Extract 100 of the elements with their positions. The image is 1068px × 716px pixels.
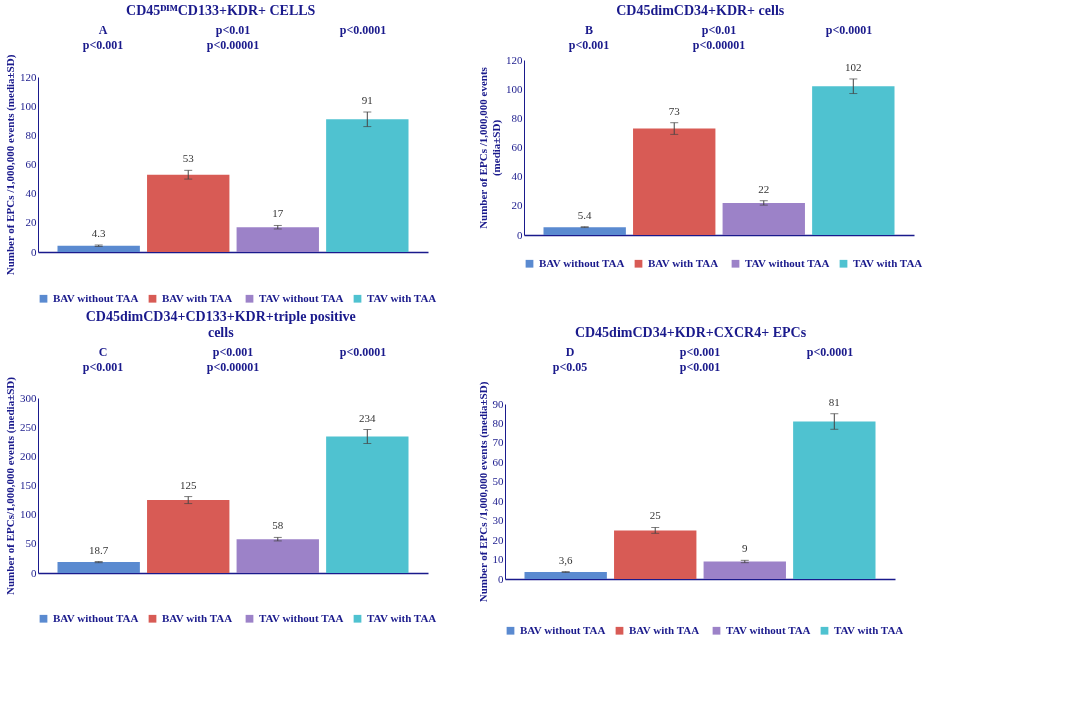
data-label: 81 [828, 395, 840, 408]
text: p<0.001 [568, 37, 610, 52]
legend-label: BAV without TAA [520, 623, 606, 636]
legend-label: BAV with TAA [648, 256, 719, 269]
legend-label: BAV without TAA [53, 611, 139, 624]
text: p<0.0001 [339, 344, 387, 359]
y-tick-label: 20 [492, 533, 504, 546]
text: p<0.00001 [692, 37, 746, 52]
bar [236, 227, 319, 252]
text: p<0.001 [679, 344, 721, 359]
y-tick-label: 40 [511, 170, 523, 183]
y-tick-label: 0 [517, 228, 523, 241]
data-label: 3,6 [558, 553, 574, 566]
text: p<0.001 [679, 359, 721, 374]
y-tick-label: 0 [31, 245, 37, 258]
y-axis-title: Number of EPCs /1,000,000 events (media±SD) [4, 54, 17, 276]
bar [57, 245, 140, 252]
y-tick-label: 40 [25, 187, 37, 200]
data-label: 53 [182, 152, 195, 165]
legend-label: TAV without TAA [259, 611, 344, 624]
y-tick-label: 70 [492, 436, 504, 449]
bar [614, 530, 697, 579]
data-label: 125 [179, 478, 197, 491]
bar [633, 128, 716, 235]
legend-label: TAV with TAA [853, 256, 923, 269]
y-tick-label: 60 [492, 455, 504, 468]
text: p<0.01 [701, 22, 737, 37]
data-label: 9 [742, 542, 749, 555]
legend-label: BAV without TAA [53, 291, 139, 304]
data-label: 91 [361, 94, 373, 106]
bar [326, 436, 409, 573]
text: A [98, 22, 108, 37]
y-tick-label: 30 [492, 514, 504, 527]
chart-title: CD45dimCD34+KDR+ cells [616, 3, 785, 18]
y-tick-label: 60 [25, 158, 37, 170]
y-tick-label: 300 [20, 391, 37, 404]
bar [722, 202, 805, 235]
y-tick-label: 60 [511, 141, 523, 153]
text: B [584, 22, 594, 37]
y-tick-label: 200 [20, 449, 37, 462]
bar [793, 421, 876, 579]
legend-label: BAV with TAA [162, 291, 233, 304]
legend-label: BAV with TAA [162, 611, 233, 624]
text: p<0.001 [82, 359, 124, 374]
data-label: 102 [845, 60, 862, 73]
data-label: 58 [272, 519, 284, 532]
legend-label: TAV with TAA [834, 623, 904, 636]
y-tick-label: 120 [20, 70, 37, 83]
y-tick-label: 20 [25, 216, 37, 229]
y-tick-label: 40 [492, 494, 504, 507]
y-tick-label: 20 [511, 199, 523, 212]
y-axis-title: Number of EPCs /1,000,000 events (media±SD) [476, 381, 490, 603]
y-tick-label: 0 [498, 572, 504, 585]
text: p<0.0001 [339, 22, 387, 37]
data-label: 25 [649, 509, 662, 522]
data-label: 73 [668, 104, 681, 117]
y-tick-label: 50 [492, 475, 504, 488]
text: D [565, 344, 575, 359]
data-label: 234 [359, 411, 377, 424]
legend-label: TAV with TAA [367, 611, 437, 624]
data-label: 22 [758, 182, 770, 195]
bar [543, 227, 626, 235]
y-tick-label: 10 [492, 553, 504, 566]
text: C [98, 344, 108, 359]
bar [812, 86, 895, 235]
legend-label: TAV without TAA [745, 256, 830, 269]
y-tick-label: 0 [31, 566, 37, 579]
chart-title: CD45ᴰᴵᴹCD133+KDR+ CELLS [126, 3, 316, 18]
y-tick-label: 100 [506, 82, 523, 95]
y-tick-label: 150 [20, 479, 37, 491]
legend-label: BAV without TAA [539, 256, 625, 269]
bar [326, 119, 409, 252]
y-tick-label: 80 [492, 416, 504, 429]
bar [703, 561, 786, 579]
bar [57, 562, 140, 573]
y-tick-label: 50 [25, 537, 37, 550]
y-tick-label: 80 [25, 128, 37, 141]
text: p<0.0001 [806, 344, 854, 359]
data-label: 17 [272, 207, 284, 220]
bar [147, 174, 230, 252]
text: p<0.0001 [825, 22, 873, 37]
text: p<0.00001 [206, 359, 260, 374]
text: p<0.001 [212, 344, 254, 359]
text: p<0.00001 [206, 37, 260, 52]
legend-label: TAV with TAA [367, 291, 437, 304]
text: p<0.01 [215, 22, 251, 37]
chart-title: CD45dimCD34+KDR+CXCR4+ EPCs [574, 325, 807, 340]
chart-title: CD45dimCD34+CD133+KDR+triple positive cells [85, 309, 356, 340]
y-axis-title: Number of EPCs/1,000,000 events (media±SD) [4, 376, 17, 595]
y-tick-label: 100 [20, 508, 37, 521]
y-tick-label: 250 [20, 420, 37, 433]
y-tick-label: 100 [20, 99, 37, 112]
y-axis-title: Number of EPCs /1,000,000 events (media±SD) [477, 66, 503, 229]
data-label: 18.7 [89, 543, 109, 556]
text: p<0.05 [552, 359, 588, 374]
y-tick-label: 90 [492, 397, 504, 410]
legend-label: TAV without TAA [726, 623, 811, 636]
y-tick-label: 80 [511, 111, 523, 124]
text: p<0.001 [82, 37, 124, 52]
legend-label: BAV with TAA [629, 623, 700, 636]
